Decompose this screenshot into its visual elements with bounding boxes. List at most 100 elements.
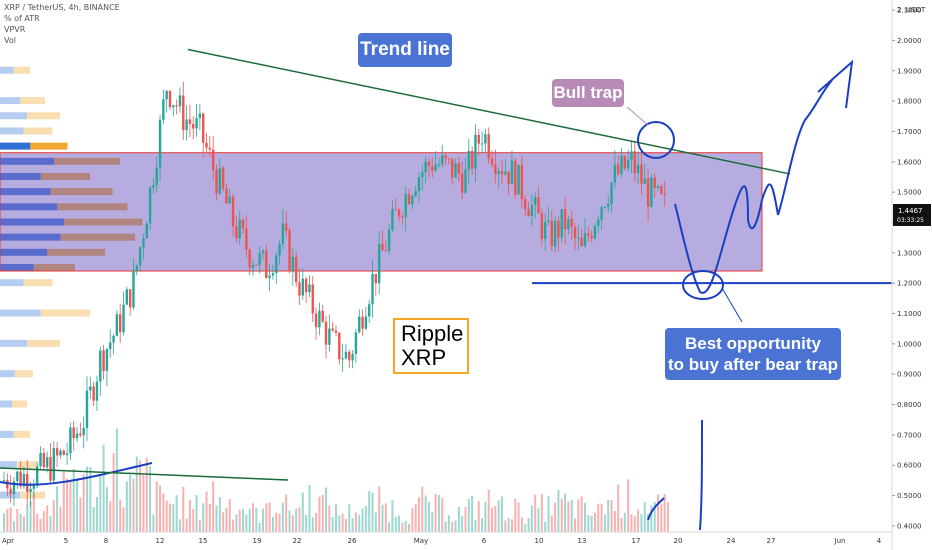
candle-body (338, 332, 341, 360)
candle-body (427, 161, 431, 167)
volume-bar (577, 499, 580, 532)
candle-body (52, 448, 55, 481)
volume-bar (338, 515, 341, 532)
candle-body (12, 481, 16, 494)
candle-body (397, 209, 401, 217)
volume-bar (275, 512, 278, 532)
volume-bars (3, 428, 669, 532)
volume-bar (447, 515, 450, 532)
indicator-vpvr[interactable]: VPVR (4, 25, 26, 34)
candle-body (328, 328, 331, 345)
candle-body (414, 191, 417, 197)
candle-body (241, 219, 245, 229)
volume-bar (630, 514, 633, 532)
volume-bar (165, 500, 168, 532)
candle-body (208, 147, 212, 150)
volume-bar (172, 504, 175, 532)
volume-bar (441, 497, 444, 532)
best-opportunity-line2: to buy after bear trap (667, 355, 839, 374)
volume-bar (391, 500, 394, 532)
x-tick-label: 6 (482, 537, 487, 545)
indicator-atr[interactable]: % of ATR (4, 14, 40, 23)
volume-bar (261, 508, 264, 532)
candle-body (148, 187, 152, 224)
candle-body (507, 171, 510, 185)
volume-bar (530, 505, 533, 532)
y-tick-label: 0.6000 (897, 462, 922, 470)
candle-body (19, 471, 22, 487)
y-tick-top: 2 (897, 6, 901, 14)
volume-bar (550, 515, 553, 532)
volume-bar (640, 514, 643, 532)
volume-bar (540, 494, 543, 532)
candle-body (142, 238, 145, 248)
candle-body (517, 164, 520, 195)
x-tick-label: 22 (293, 537, 302, 545)
candle-body (59, 450, 62, 456)
candle-body (288, 230, 291, 271)
candle-body (218, 168, 221, 194)
vpvr-bar-up (0, 127, 24, 135)
candle-body (524, 199, 527, 210)
candle-body (454, 163, 457, 178)
volume-bar (627, 479, 630, 532)
volume-bar (394, 516, 397, 532)
volume-bar (145, 457, 148, 532)
volume-bar (590, 515, 593, 532)
vpvr-bar-down (13, 430, 30, 438)
candle-body (55, 448, 59, 456)
x-tick-label: May (414, 537, 428, 545)
volume-bar (657, 494, 660, 532)
candle-body (626, 159, 630, 169)
volume-bar (232, 519, 235, 532)
volume-bar (42, 510, 45, 532)
volume-bar (414, 503, 417, 532)
volume-bar (238, 509, 241, 532)
candle-body (135, 265, 138, 272)
volume-bar (255, 507, 258, 532)
volume-bar (404, 520, 407, 532)
candle-body (155, 167, 158, 186)
candle-body (567, 219, 570, 230)
candle-body (633, 151, 636, 174)
volume-bar (408, 524, 411, 532)
x-tick-label: 8 (104, 537, 108, 545)
volume-bar (593, 512, 596, 532)
symbol-title[interactable]: XRP / TetherUS, 4h, BINANCE (4, 3, 120, 12)
volume-bar (325, 487, 328, 532)
volume-bar (155, 481, 158, 532)
candle-body (560, 209, 563, 238)
candle-body (640, 164, 643, 184)
candle-body (198, 113, 202, 118)
volume-bar (115, 428, 118, 532)
volume-bar (19, 513, 22, 532)
candle-body (620, 155, 623, 174)
volume-bar (371, 492, 374, 532)
candle-body (636, 164, 640, 174)
candle-body (391, 209, 394, 230)
candle-body (6, 480, 9, 489)
y-tick-label: 1.3000 (897, 249, 922, 257)
bear-trap-circle (682, 270, 724, 300)
volume-bar (82, 473, 85, 532)
hand-drawn-annotations (0, 59, 854, 531)
indicator-vol[interactable]: Vol (4, 36, 16, 45)
volume-bar (557, 490, 560, 532)
volume-bar (235, 514, 238, 532)
volume-bar (597, 503, 600, 532)
volume-bar (471, 495, 474, 532)
candle-body (358, 316, 361, 333)
x-tick-label: Apr (2, 537, 14, 545)
candle-body (2, 480, 6, 482)
volume-bar (647, 513, 650, 532)
vpvr-bar-down (23, 279, 53, 287)
volume-bar (554, 502, 557, 532)
volume-bar (3, 513, 5, 532)
volume-bar (26, 505, 29, 532)
y-tick-label: 0.8000 (897, 401, 922, 409)
volume-bar (514, 498, 517, 532)
volume-bar (129, 474, 132, 532)
candle-body (228, 196, 231, 204)
